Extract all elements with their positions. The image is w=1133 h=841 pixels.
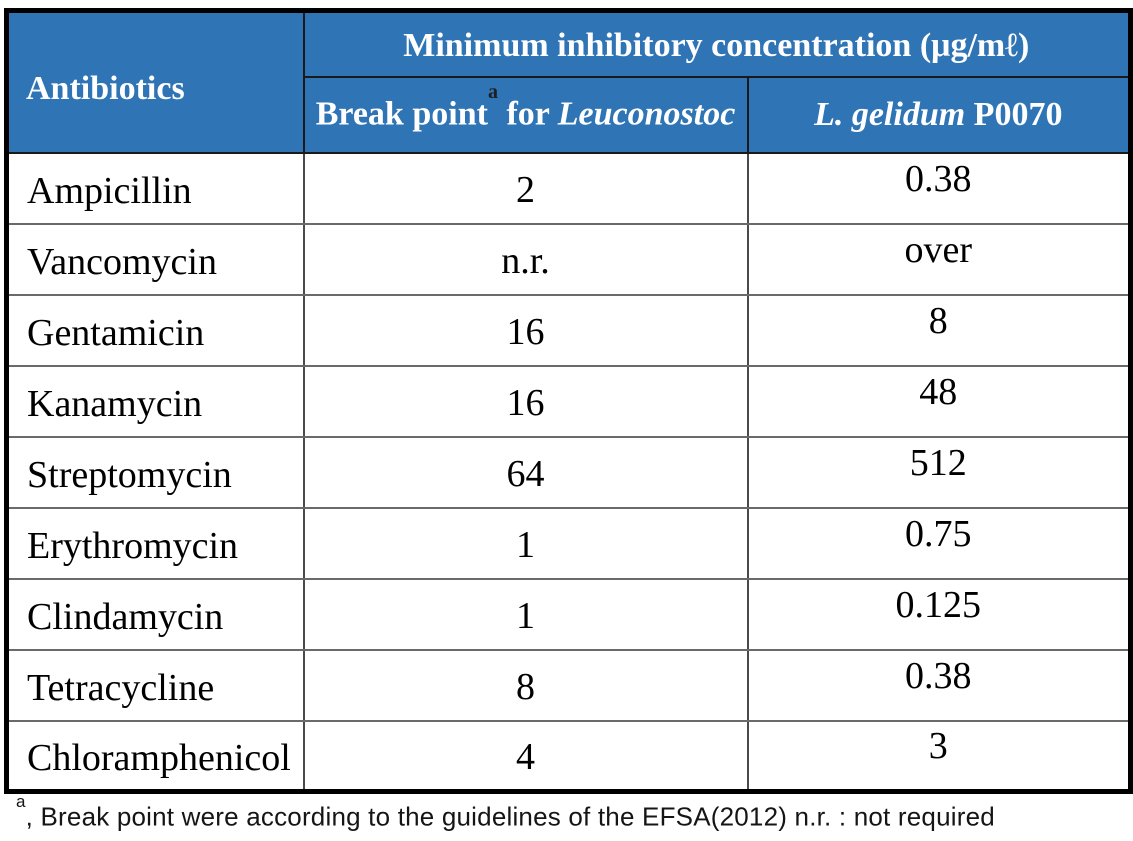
- break-point-value-cell: 4: [302, 719, 749, 793]
- antibiotic-name-cell: Chloramphenicol: [5, 719, 305, 793]
- antibiotic-name-cell: Erythromycin: [5, 506, 305, 580]
- break-point-value-cell: 2: [302, 151, 749, 225]
- mic-value: over: [904, 229, 973, 271]
- mic-value: 0.125: [895, 584, 982, 626]
- antibiotic-name-cell: Gentamicin: [5, 293, 305, 367]
- break-point-value-cell: 1: [302, 506, 749, 580]
- break-point-value-cell: n.r.: [302, 222, 749, 296]
- header-cell-break-point: Break pointa for Leuconostoc: [302, 75, 749, 154]
- mic-value: 8: [928, 300, 948, 342]
- table-row: Kanamycin 16 48: [5, 364, 1132, 438]
- header-cell-mic-title: Minimum inhibitory concentration (μg/mℓ): [302, 9, 1132, 78]
- mic-value: 512: [909, 442, 967, 484]
- mic-value-cell: 0.38: [746, 151, 1132, 225]
- header-cell-strain: L. gelidum P0070: [746, 75, 1132, 154]
- table-row: Vancomycin n.r. over: [5, 222, 1132, 296]
- mic-value-cell: 0.125: [746, 577, 1132, 651]
- mic-value-cell: 48: [746, 364, 1132, 438]
- mic-value-cell: 0.38: [746, 648, 1132, 722]
- mic-value: 0.38: [905, 655, 972, 697]
- antibiotic-name-cell: Ampicillin: [5, 151, 305, 225]
- table-row: Tetracycline 8 0.38: [5, 648, 1132, 722]
- strain-species: L. gelidum: [814, 95, 966, 133]
- mic-value: 3: [928, 725, 948, 768]
- footnote-text: , Break point were according to the guid…: [25, 801, 995, 832]
- antibiotic-name-cell: Streptomycin: [5, 435, 305, 509]
- break-point-species: Leuconostoc: [557, 95, 736, 133]
- break-point-value-cell: 16: [302, 364, 749, 438]
- header-row-sub: Break pointa for Leuconostoc L. gelidum …: [7, 75, 1132, 154]
- mic-value-cell: 8: [746, 293, 1132, 367]
- mic-table: Antibiotics Minimum inhibitory concentra…: [4, 8, 1133, 794]
- mic-value: 0.38: [905, 158, 972, 200]
- antibiotic-name-cell: Clindamycin: [5, 577, 305, 651]
- table-row: Streptomycin 64 512: [5, 435, 1132, 509]
- table-row: Ampicillin 2 0.38: [5, 151, 1132, 225]
- antibiotic-name-cell: Vancomycin: [5, 222, 305, 296]
- break-point-for-text: for: [497, 95, 558, 133]
- strain-code: P0070: [965, 95, 1063, 133]
- break-point-value-cell: 16: [302, 293, 749, 367]
- footnote: a, Break point were according to the gui…: [16, 792, 1126, 833]
- table-row: Erythromycin 1 0.75: [5, 506, 1132, 580]
- mic-value-cell: 512: [746, 435, 1132, 509]
- break-point-label: Break point: [315, 95, 488, 133]
- header-cell-antibiotics: Antibiotics: [5, 9, 305, 154]
- table-row: Gentamicin 16 8: [5, 293, 1132, 367]
- mic-value-cell: 3: [746, 719, 1132, 793]
- footnote-superscript: a: [16, 792, 26, 811]
- mic-value-cell: over: [746, 222, 1132, 296]
- break-point-value-cell: 64: [302, 435, 749, 509]
- table-row: Chloramphenicol 4 3: [5, 719, 1132, 793]
- mic-value-cell: 0.75: [746, 506, 1132, 580]
- break-point-value-cell: 8: [302, 648, 749, 722]
- header-row-top: Antibiotics Minimum inhibitory concentra…: [5, 9, 1132, 154]
- break-point-value-cell: 1: [302, 577, 749, 651]
- break-point-superscript: a: [487, 81, 498, 104]
- antibiotic-name-cell: Tetracycline: [5, 648, 305, 722]
- antibiotic-name-cell: Kanamycin: [5, 364, 305, 438]
- mic-value: 0.75: [905, 513, 972, 555]
- table-header: Antibiotics Minimum inhibitory concentra…: [5, 9, 1132, 154]
- table-body: Ampicillin 2 0.38 Vancomycin n.r. over G…: [5, 151, 1132, 793]
- table-row: Clindamycin 1 0.125: [5, 577, 1132, 651]
- mic-value: 48: [919, 371, 958, 413]
